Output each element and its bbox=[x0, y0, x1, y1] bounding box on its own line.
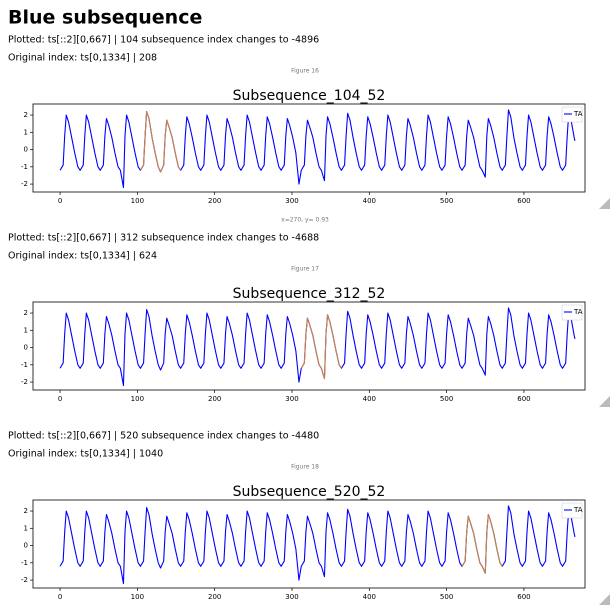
x-tick-label: 0 bbox=[58, 593, 62, 601]
y-tick-label: 1 bbox=[24, 524, 28, 532]
x-tick-label: 500 bbox=[440, 395, 453, 403]
figure-label: Figure 16 bbox=[291, 68, 319, 75]
output-line: Original index: ts[0,1334] | 624 bbox=[8, 251, 157, 262]
output-line: Plotted: ts[::2][0,667] | 520 subsequenc… bbox=[8, 431, 319, 442]
y-tick-label: -2 bbox=[21, 180, 28, 188]
y-tick-label: -2 bbox=[21, 378, 28, 386]
series-line bbox=[461, 513, 503, 574]
x-tick-label: 0 bbox=[58, 395, 62, 403]
chart-title: Subsequence_520_52 bbox=[233, 484, 386, 500]
cursor-status: x=270, y= 0.93 bbox=[281, 217, 329, 224]
x-tick-label: 200 bbox=[208, 593, 221, 601]
y-tick-label: -1 bbox=[21, 163, 28, 171]
output-line: Original index: ts[0,1334] | 208 bbox=[8, 53, 157, 64]
legend-label: TA bbox=[573, 110, 583, 118]
resize-handle bbox=[599, 198, 610, 209]
x-tick-label: 400 bbox=[363, 395, 376, 403]
resize-handle bbox=[599, 396, 610, 407]
y-tick-label: -1 bbox=[21, 559, 28, 567]
output-line: Plotted: ts[::2][0,667] | 104 subsequenc… bbox=[8, 35, 319, 46]
y-tick-label: -2 bbox=[21, 576, 28, 584]
x-tick-label: 500 bbox=[440, 197, 453, 205]
series-line bbox=[139, 111, 182, 173]
x-tick-label: 500 bbox=[440, 593, 453, 601]
x-tick-label: 200 bbox=[208, 197, 221, 205]
y-tick-label: -1 bbox=[21, 361, 28, 369]
plot-area bbox=[33, 500, 585, 588]
x-tick-label: 100 bbox=[131, 593, 144, 601]
axes-frame bbox=[32, 103, 586, 193]
y-tick-label: 2 bbox=[24, 507, 28, 515]
plot-area bbox=[33, 104, 585, 192]
plot-area bbox=[33, 302, 585, 390]
y-tick-label: 1 bbox=[24, 326, 28, 334]
x-tick-label: 600 bbox=[517, 197, 530, 205]
x-tick-label: 100 bbox=[131, 395, 144, 403]
x-tick-label: 400 bbox=[363, 593, 376, 601]
y-tick-label: 2 bbox=[24, 111, 28, 119]
axes-frame bbox=[32, 499, 586, 589]
figure-label: Figure 18 bbox=[291, 464, 319, 471]
x-tick-label: 400 bbox=[363, 197, 376, 205]
x-tick-label: 300 bbox=[285, 593, 298, 601]
x-tick-label: 100 bbox=[131, 197, 144, 205]
resize-handle bbox=[599, 594, 610, 605]
x-tick-label: 0 bbox=[58, 197, 62, 205]
x-tick-label: 600 bbox=[517, 395, 530, 403]
y-tick-label: 0 bbox=[24, 344, 28, 352]
legend-label: TA bbox=[573, 506, 583, 514]
y-tick-label: 1 bbox=[24, 128, 28, 136]
chart-title: Subsequence_104_52 bbox=[233, 88, 386, 104]
heading: Blue subsequence bbox=[8, 7, 202, 29]
output-line: Plotted: ts[::2][0,667] | 312 subsequenc… bbox=[8, 233, 319, 244]
y-tick-label: 2 bbox=[24, 309, 28, 317]
figure-label: Figure 17 bbox=[291, 266, 319, 273]
chart-title: Subsequence_312_52 bbox=[233, 286, 386, 302]
y-tick-label: 0 bbox=[24, 146, 28, 154]
y-tick-label: 0 bbox=[24, 542, 28, 550]
x-tick-label: 300 bbox=[285, 197, 298, 205]
output-line: Original index: ts[0,1334] | 1040 bbox=[8, 449, 163, 460]
axes-frame bbox=[32, 301, 586, 391]
x-tick-label: 300 bbox=[285, 395, 298, 403]
series-line bbox=[300, 314, 342, 380]
x-tick-label: 600 bbox=[517, 593, 530, 601]
x-tick-label: 200 bbox=[208, 395, 221, 403]
legend-label: TA bbox=[573, 308, 583, 316]
